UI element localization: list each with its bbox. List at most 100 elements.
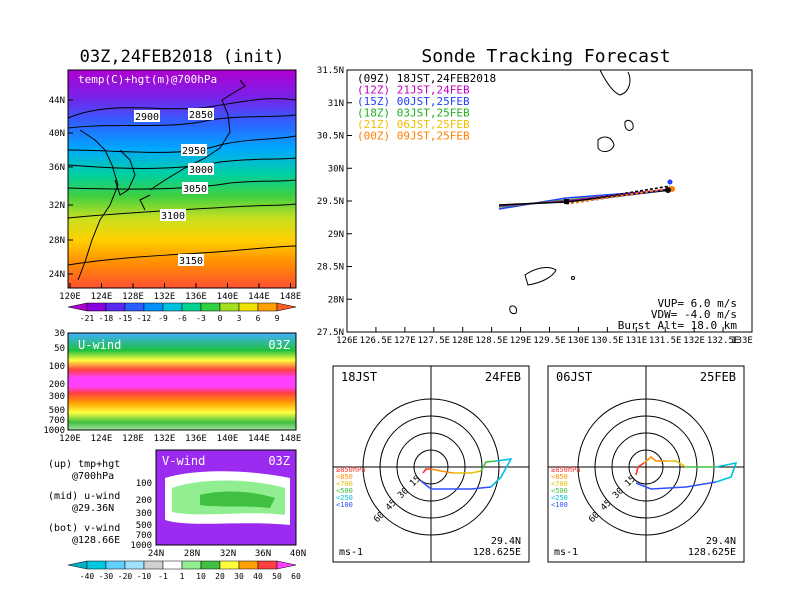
hodograph-level-label: <100 (551, 501, 568, 509)
main-title: Sonde Tracking Forecast (421, 46, 670, 67)
hodograph-level-label: <500 (551, 487, 568, 495)
uwind-p-tick: 200 (49, 380, 65, 390)
hodograph-unit: ms-1 (339, 547, 363, 558)
vwind-time: 03Z (268, 454, 290, 468)
panel-notes: (up) tmp+hgt @700hPa (mid) u-wind @29.36… (48, 459, 120, 546)
temp-colorbar-swatch (276, 302, 297, 312)
map-lon-tick: 148E (280, 292, 302, 302)
track-lon-tick: 131.5E (649, 336, 682, 346)
temp-colorbar-swatch (105, 302, 126, 312)
track-legend-entry: (18Z) 03JST,25FEB (357, 107, 470, 120)
landing-point-09z (665, 187, 671, 193)
track-lat-tick: 31N (328, 99, 344, 109)
vwind-p-tick: 500 (136, 521, 152, 531)
wind-colorbar-label: 20 (215, 572, 225, 581)
uwind-lon-tick: 148E (280, 434, 302, 444)
uwind-lon-tick: 124E (91, 434, 113, 444)
hodograph-time: 06JST (556, 370, 592, 384)
wind-colorbar-swatch (238, 560, 259, 570)
track-lon-tick: 127E (394, 336, 416, 346)
uwind-p-tick: 500 (49, 406, 65, 416)
map-lon-tick: 136E (185, 292, 207, 302)
track-lat-tick: 29N (328, 230, 344, 240)
track-lat-tick: 27.5N (317, 328, 344, 338)
track-lon-tick: 131E (625, 336, 647, 346)
hodograph-trace (715, 461, 738, 483)
map-lat-tick: 36N (49, 163, 65, 173)
temp-colorbar-swatch (143, 302, 164, 312)
contour-label-2850: 2850 (189, 110, 213, 121)
wind-colorbar-swatch (200, 560, 221, 570)
wind-colorbar-swatch (105, 560, 126, 570)
map-lon-tick: 120E (59, 292, 81, 302)
wind-colorbar-label: -10 (137, 572, 152, 581)
temp-colorbar-swatch (181, 302, 202, 312)
wind-colorbar-swatch (124, 560, 145, 570)
hodograph-trace (635, 462, 645, 476)
vdw-value: VDW= -4.0 m/s (651, 308, 737, 321)
uwind-p-tick: 700 (49, 416, 65, 426)
track-lon-tick: 129E (510, 336, 532, 346)
track-lon-tick: 129.5E (533, 336, 566, 346)
map-panel-frame (67, 69, 297, 289)
track-lon-tick: 132.5E (707, 336, 740, 346)
temp-colorbar-swatch (219, 302, 240, 312)
wind-colorbar-label: 60 (291, 572, 301, 581)
hodograph-trace (666, 460, 687, 468)
map-lon-tick: 140E (217, 292, 239, 302)
hodograph-trace (635, 481, 717, 490)
contour-label-2900: 2900 (135, 112, 159, 123)
uwind-lon-tick: 132E (154, 434, 176, 444)
wind-colorbar-swatch (162, 560, 183, 570)
sonde-params: VUP= 6.0 m/s VDW= -4.0 m/s Burst Alt= 18… (618, 297, 738, 332)
temp-colorbar-swatch (162, 302, 183, 312)
track-lat-tick: 28.5N (317, 263, 344, 273)
temp-colorbar-label: -3 (196, 314, 206, 323)
map-lon-tick: 132E (154, 292, 176, 302)
temp-colorbar-swatch (124, 302, 145, 312)
track-coastlines (509, 69, 634, 315)
uwind-field (68, 333, 296, 430)
note-mid: (mid) u-wind (48, 491, 120, 502)
map-lon-tick: 128E (122, 292, 144, 302)
hodograph-trace (643, 455, 666, 464)
temp-colorbar-swatch (200, 302, 221, 312)
uwind-p-tick: 100 (49, 362, 65, 372)
hodograph-lat: 29.4N (491, 536, 521, 547)
track-lon-tick: 128.5E (475, 336, 508, 346)
map-lat-ticks: 44N 40N 36N 32N 28N 24N (49, 96, 73, 280)
wind-colorbar-swatch (181, 560, 202, 570)
hodograph-trace (490, 457, 513, 488)
track-lat-tick: 28N (328, 295, 344, 305)
note-bot: (bot) v-wind (48, 523, 120, 534)
vup-value: VUP= 6.0 m/s (658, 297, 737, 310)
temp-colorbar-swatch (238, 302, 259, 312)
vwind-p-tick: 100 (136, 479, 152, 489)
vwind-label: V-wind (162, 454, 205, 468)
contour-label-3100: 3100 (161, 211, 185, 222)
wind-colorbar-swatch (219, 560, 240, 570)
vwind-p-tick: 200 (136, 496, 152, 506)
track-lat-ticks: 31.5N 31N 30.5N 30N 29.5N 29N 28.5N 28N 27.5N (317, 66, 352, 338)
track-lon-tick: 127.5E (418, 336, 451, 346)
track-legend-entry: (00Z) 09JST,25FEB (357, 130, 470, 143)
hodograph-lat: 29.4N (706, 536, 736, 547)
track-lon-tick: 130E (568, 336, 590, 346)
vwind-green-core (200, 491, 275, 508)
uwind-lon-tick: 120E (59, 434, 81, 444)
note-up2: @700hPa (72, 471, 114, 482)
map-lat-tick: 28N (49, 236, 65, 246)
hodograph-date: 25FEB (700, 370, 736, 384)
hodograph-level-label: ≥850hPa (336, 466, 366, 474)
track-legend-entry: (15Z) 00JST,25FEB (357, 95, 470, 108)
wind-colorbar-swatch (257, 560, 278, 570)
temp-colorbar-label: -9 (158, 314, 168, 323)
track-lat-tick: 29.5N (317, 197, 344, 207)
track-lon-ticks: 126E 126.5E 127E 127.5E 128E 128.5E 129E 129.5E… (336, 327, 753, 346)
track-lon-tick: 128E (452, 336, 474, 346)
burst-point (564, 199, 569, 204)
burst-altitude: Burst Alt= 18.0 km (618, 319, 738, 332)
wind-colorbar-label: 40 (253, 572, 263, 581)
